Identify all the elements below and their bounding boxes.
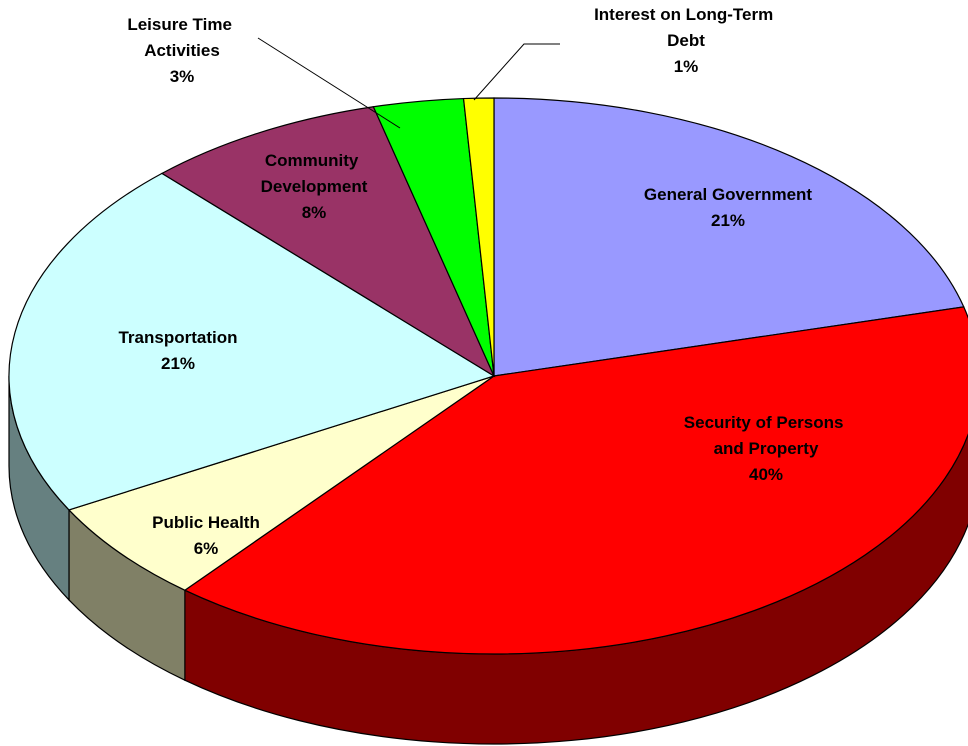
pie-slice bbox=[8, 172, 496, 511]
pie-slice bbox=[160, 106, 496, 378]
category-label: Public Health bbox=[152, 513, 260, 532]
category-label: General Government bbox=[644, 185, 813, 204]
leader-line bbox=[257, 37, 401, 129]
value-label: 21% bbox=[161, 354, 195, 373]
value-label: 1% bbox=[674, 57, 699, 76]
category-label: Leisure Time Activities bbox=[127, 15, 236, 60]
value-label: 8% bbox=[302, 203, 327, 222]
value-label: 21% bbox=[711, 211, 745, 230]
value-label: 6% bbox=[194, 539, 219, 558]
pie-slice bbox=[67, 375, 495, 591]
value-label: 3% bbox=[170, 67, 195, 86]
pie-slice bbox=[462, 97, 495, 377]
category-label: Interest on Long-Term Debt bbox=[594, 5, 778, 50]
leader-line bbox=[473, 43, 560, 101]
pie-slice bbox=[493, 97, 965, 377]
value-label: 40% bbox=[749, 465, 783, 484]
category-label: Transportation bbox=[118, 328, 237, 347]
pie-slice bbox=[183, 306, 968, 655]
category-label: Community Development bbox=[261, 151, 368, 196]
category-label: Security of Persons and Property bbox=[684, 413, 848, 458]
